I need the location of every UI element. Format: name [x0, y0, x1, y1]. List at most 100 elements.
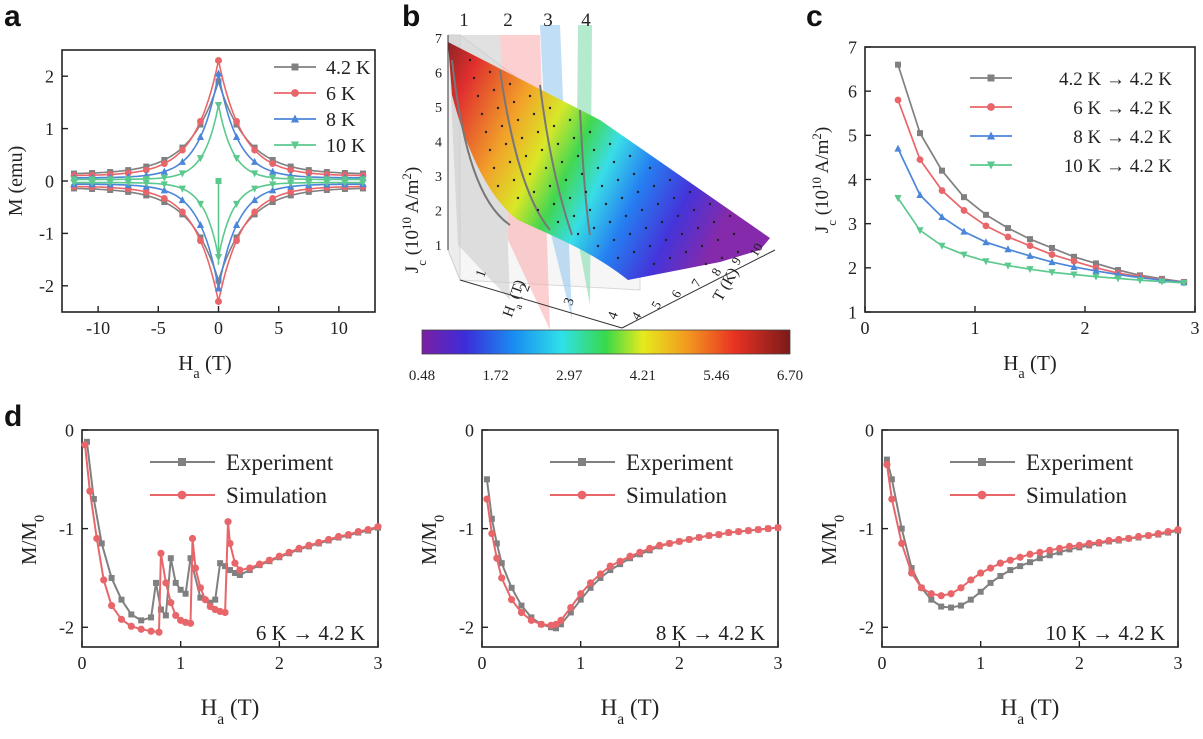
data-point: [231, 570, 238, 577]
data-point: [142, 166, 150, 174]
data-point: [269, 174, 277, 182]
grid-dot: [648, 244, 652, 248]
series-line: [897, 148, 1185, 284]
data-point: [269, 199, 276, 206]
data-point: [908, 565, 915, 572]
data-point: [81, 441, 89, 449]
series-line: [897, 99, 1185, 284]
legend-marker: [291, 63, 299, 71]
h-tick-label: 2: [517, 282, 533, 294]
x-tick-label: 10: [330, 318, 348, 338]
grid-dot: [516, 118, 520, 122]
data-point: [1070, 257, 1078, 265]
grid-dot: [484, 130, 488, 134]
y-axis-label: Jc (1010 A/m2): [809, 127, 839, 233]
grid-dot: [516, 196, 520, 200]
data-point: [982, 258, 990, 266]
y-tick-label: 0: [465, 420, 474, 440]
series-6-K---4-2-K: [894, 96, 1188, 286]
data-point: [1105, 536, 1113, 545]
data-point: [917, 130, 923, 137]
data-point: [334, 532, 343, 541]
data-point: [1046, 552, 1053, 559]
grid-dot: [492, 88, 496, 92]
data-point: [196, 155, 205, 163]
data-point: [160, 174, 168, 182]
legend: 4.2 K → 4.2 K 6 K → 4.2 K 8 K → 4.2 K 10 K …: [970, 69, 1172, 177]
data-point: [138, 617, 145, 624]
colorbar-tick-label: 2.97: [556, 368, 583, 384]
data-point: [93, 534, 101, 543]
data-point: [982, 222, 990, 230]
cut-curve-1: [451, 59, 511, 226]
data-point: [148, 614, 155, 621]
upper-branch: [74, 104, 363, 181]
grid-dot: [712, 220, 716, 224]
data-point: [275, 552, 283, 560]
t-tick-label: 6: [668, 287, 684, 301]
data-point: [947, 590, 955, 598]
data-point: [108, 574, 115, 581]
data-point: [1071, 253, 1077, 260]
grid-dot: [564, 178, 568, 182]
plot-frame: [481, 429, 779, 648]
x-tick-label: 3: [774, 653, 783, 673]
data-point: [124, 179, 132, 187]
grid-dot: [536, 208, 540, 212]
data-point: [1114, 275, 1122, 283]
data-point: [1004, 262, 1012, 270]
data-point: [236, 571, 243, 578]
grid-dot: [692, 208, 696, 212]
data-point: [215, 178, 222, 184]
y-axis-label: M/M0: [17, 515, 48, 565]
data-point: [214, 69, 223, 77]
data-point: [894, 195, 902, 203]
grid-dot: [548, 106, 552, 110]
colorbar-tick-label: 6.70: [777, 368, 803, 384]
grid-dot: [480, 112, 484, 116]
x-tick-label: 2: [1075, 653, 1084, 673]
z-tick-label: 7: [435, 32, 442, 47]
t-tick-label: 5: [648, 298, 664, 311]
legend: Experiment Simulation: [150, 450, 334, 508]
y-tick-label: 0: [45, 171, 54, 191]
data-point: [754, 526, 762, 534]
z-tick-label: 3: [435, 170, 442, 185]
data-point: [636, 548, 644, 556]
data-point: [960, 227, 968, 235]
data-point: [196, 133, 205, 141]
x-tick-label: 0: [861, 318, 870, 338]
data-point: [1070, 262, 1078, 270]
grid-dot: [576, 232, 580, 236]
grid-dot: [560, 160, 564, 164]
data-point: [986, 564, 995, 572]
grid-dot: [616, 178, 620, 182]
data-point: [888, 476, 895, 483]
x-tick-label: 5: [274, 318, 283, 338]
data-point: [251, 196, 259, 204]
y-tick-label: 2: [45, 67, 54, 87]
legend-marker: [577, 490, 587, 500]
grid-dot: [608, 142, 612, 146]
data-point: [1134, 532, 1143, 541]
data-point: [215, 298, 222, 305]
data-point: [586, 579, 595, 587]
grid-dot: [508, 82, 512, 86]
data-point: [774, 524, 782, 532]
grid-dot: [524, 154, 528, 158]
data-point: [269, 160, 277, 168]
grid-dot: [584, 190, 588, 194]
grid-dot: [688, 190, 692, 194]
legend-marker: [290, 114, 300, 123]
data-point: [938, 242, 946, 250]
legend-label: 8 K: [326, 109, 356, 131]
series-line: [897, 197, 1185, 284]
legend-marker: [290, 141, 300, 150]
z-axis-label: Jc (1010 A/m2): [400, 167, 429, 273]
data-point: [287, 166, 295, 174]
legend: 4.2 K 6 K 8 K 10 K: [274, 57, 371, 157]
data-point: [374, 523, 382, 531]
x-axis-label: Ha (T): [1003, 351, 1057, 382]
data-point: [155, 628, 163, 636]
data-point: [287, 192, 294, 199]
